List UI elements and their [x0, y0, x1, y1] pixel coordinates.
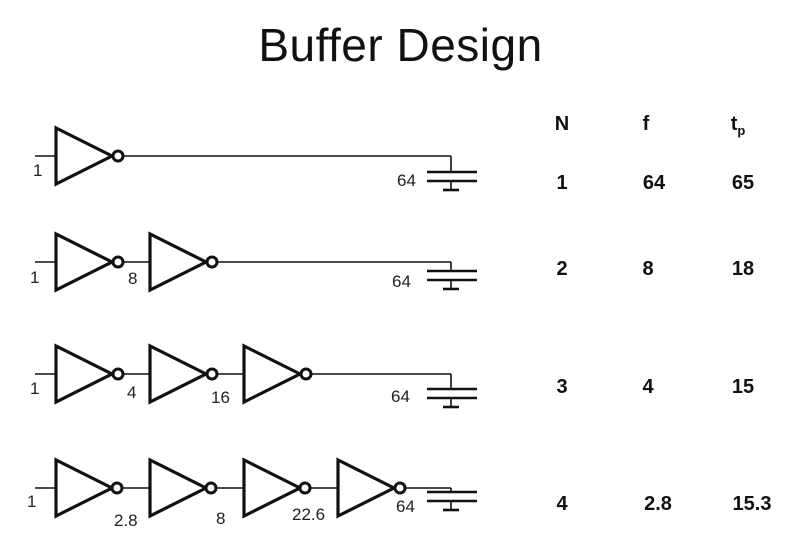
- header-tp-sub: p: [737, 123, 745, 138]
- chain-4-stage-label-1: 2.8: [114, 511, 138, 530]
- row-1-f: 64: [643, 172, 666, 194]
- load-capacitor: [427, 490, 477, 512]
- row-3-tp: 15: [732, 376, 754, 398]
- chain-4-input-label: 1: [27, 492, 36, 511]
- load-capacitor: [427, 170, 477, 192]
- chain-2: 1 8 64: [30, 231, 477, 293]
- inverter-1-1: [54, 125, 116, 187]
- inverter-4-4: [336, 457, 398, 519]
- chain-3-input-label: 1: [30, 379, 39, 398]
- chain-4-stage-label-2: 8: [216, 509, 225, 528]
- inverter-bubble: [111, 367, 125, 381]
- chain-1: 1 64: [33, 125, 477, 192]
- row-3-f: 4: [642, 376, 654, 398]
- chain-4-load-label: 64: [396, 497, 415, 516]
- inverter-bubble: [111, 255, 125, 269]
- row-1-n: 1: [556, 172, 567, 194]
- inverter-bubble: [299, 367, 313, 381]
- header-n: N: [555, 113, 569, 135]
- inverter-3-2: [148, 343, 210, 405]
- row-1-tp: 65: [732, 172, 754, 194]
- chain-3-stage-label-2: 16: [211, 388, 230, 407]
- row-2-n: 2: [556, 258, 567, 280]
- inverter-bubble: [205, 255, 219, 269]
- inverter-bubble: [393, 481, 407, 495]
- row-2-tp: 18: [732, 258, 754, 280]
- row-2-f: 8: [642, 258, 653, 280]
- page-title: Buffer Design: [258, 19, 543, 71]
- row-3-n: 3: [556, 376, 567, 398]
- chain-1-input-label: 1: [33, 161, 42, 180]
- inverter-bubble: [110, 481, 124, 495]
- chain-2-load-label: 64: [392, 272, 411, 291]
- chain-3-stage-label-1: 4: [127, 383, 136, 402]
- inverter-bubble: [204, 481, 218, 495]
- chain-1-load-label: 64: [397, 171, 416, 190]
- header-tp: tp: [731, 113, 746, 138]
- inverter-3-1: [54, 343, 116, 405]
- row-4-tp: 15.3: [733, 493, 772, 515]
- row-4-f: 2.8: [644, 493, 672, 515]
- chain-3: 1 4 16 64: [30, 343, 477, 409]
- inverter-4-1: [54, 457, 116, 519]
- inverter-bubble: [111, 149, 125, 163]
- inverter-bubble: [205, 367, 219, 381]
- load-capacitor: [427, 269, 477, 291]
- chain-3-load-label: 64: [391, 387, 410, 406]
- inverter-2-1: [54, 231, 116, 293]
- load-capacitor: [427, 387, 477, 409]
- chain-4: 1 2.8 8 22.6 64: [27, 457, 477, 530]
- inverter-2-2: [148, 231, 210, 293]
- inverter-4-3: [242, 457, 304, 519]
- row-4-n: 4: [556, 493, 568, 515]
- chain-4-stage-label-3: 22.6: [292, 505, 325, 524]
- inverter-3-3: [242, 343, 304, 405]
- header-f: f: [643, 113, 650, 135]
- inverter-bubble: [298, 481, 312, 495]
- inverter-4-2: [148, 457, 210, 519]
- header-tp-main: t: [731, 113, 738, 135]
- chain-2-stage-label-1: 8: [128, 269, 137, 288]
- chain-2-input-label: 1: [30, 268, 39, 287]
